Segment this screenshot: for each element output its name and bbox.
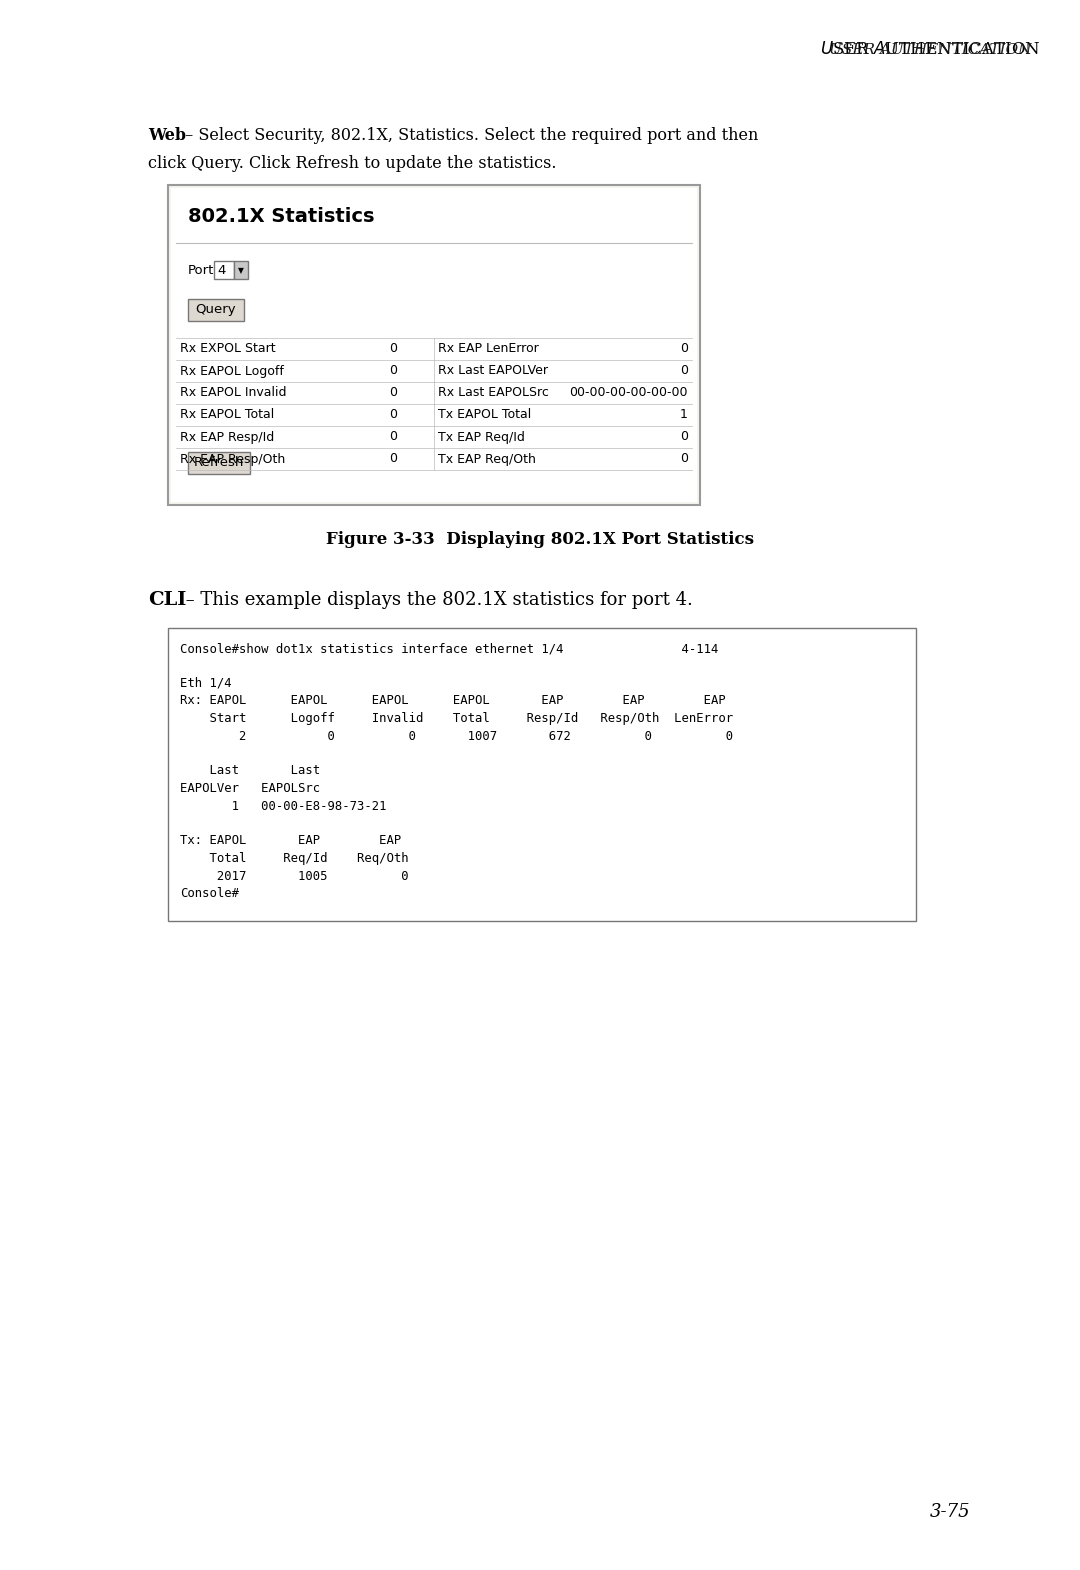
Text: Rx EAP Resp/Id: Rx EAP Resp/Id	[180, 430, 274, 443]
Bar	[171, 188, 697, 502]
Text: Tx EAPOL Total: Tx EAPOL Total	[438, 408, 531, 421]
Text: Eth 1/4: Eth 1/4	[180, 677, 231, 689]
Text: Rx EAP LenError: Rx EAP LenError	[438, 342, 539, 355]
Text: Rx EAPOL Logoff: Rx EAPOL Logoff	[180, 364, 284, 377]
Text: 2           0          0       1007       672          0          0: 2 0 0 1007 672 0 0	[180, 730, 733, 743]
Text: ▼: ▼	[238, 267, 244, 275]
Text: Rx EAPOL Total: Rx EAPOL Total	[180, 408, 274, 421]
Text: Last       Last: Last Last	[180, 765, 320, 777]
Bar	[214, 261, 234, 279]
Text: – Select Security, 802.1X, Statistics. Select the required port and then: – Select Security, 802.1X, Statistics. S…	[180, 127, 758, 144]
Text: 1   00-00-E8-98-73-21: 1 00-00-E8-98-73-21	[180, 799, 387, 813]
Text: Rx Last EAPOLSrc: Rx Last EAPOLSrc	[438, 386, 549, 399]
Text: 00-00-00-00-00-00: 00-00-00-00-00-00	[569, 386, 688, 399]
Text: 0: 0	[680, 452, 688, 465]
Text: 0: 0	[389, 430, 397, 443]
Text: 0: 0	[680, 364, 688, 377]
Text: 0: 0	[389, 452, 397, 465]
Text: 0: 0	[389, 408, 397, 421]
Text: Console#: Console#	[180, 887, 239, 900]
Text: 0: 0	[389, 386, 397, 399]
Text: Tx EAP Req/Oth: Tx EAP Req/Oth	[438, 452, 536, 465]
Text: Rx EAPOL Invalid: Rx EAPOL Invalid	[180, 386, 286, 399]
Text: 0: 0	[389, 364, 397, 377]
Text: 0: 0	[680, 430, 688, 443]
Bar	[188, 452, 249, 474]
Bar	[168, 185, 700, 506]
Text: 802.1X Statistics: 802.1X Statistics	[188, 207, 375, 226]
Text: EAPOLVer   EAPOLSrc: EAPOLVer EAPOLSrc	[180, 782, 320, 794]
Text: 1: 1	[680, 408, 688, 421]
Text: Tx EAP Req/Id: Tx EAP Req/Id	[438, 430, 525, 443]
Text: Refresh: Refresh	[193, 457, 244, 469]
Text: 4: 4	[217, 264, 226, 276]
Text: USER AUTHENTICATION: USER AUTHENTICATION	[828, 42, 1031, 57]
Text: Figure 3-33  Displaying 802.1X Port Statistics: Figure 3-33 Displaying 802.1X Port Stati…	[326, 532, 754, 548]
Text: Query: Query	[195, 303, 237, 317]
Text: Port: Port	[188, 264, 214, 276]
Text: $\mathit{U}$SER $\mathit{A}$UTHENTICATION: $\mathit{U}$SER $\mathit{A}$UTHENTICATIO…	[820, 41, 1040, 58]
Text: 0: 0	[680, 342, 688, 355]
Text: Web: Web	[148, 127, 186, 144]
Text: Rx EAP Resp/Oth: Rx EAP Resp/Oth	[180, 452, 285, 465]
Bar	[168, 628, 916, 920]
Text: 0: 0	[389, 342, 397, 355]
Text: Rx: EAPOL      EAPOL      EAPOL      EAPOL       EAP        EAP        EAP: Rx: EAPOL EAPOL EAPOL EAPOL EAP EAP EAP	[180, 694, 726, 708]
Text: Start      Logoff     Invalid    Total     Resp/Id   Resp/Oth  LenError: Start Logoff Invalid Total Resp/Id Resp/…	[180, 713, 733, 725]
Text: Rx Last EAPOLVer: Rx Last EAPOLVer	[438, 364, 548, 377]
Bar	[234, 261, 248, 279]
Text: Rx EXPOL Start: Rx EXPOL Start	[180, 342, 275, 355]
Text: Tx: EAPOL       EAP        EAP: Tx: EAPOL EAP EAP	[180, 835, 402, 848]
Text: click Query. Click Refresh to update the statistics.: click Query. Click Refresh to update the…	[148, 155, 556, 173]
Text: – This example displays the 802.1X statistics for port 4.: – This example displays the 802.1X stati…	[180, 590, 693, 609]
Bar	[188, 298, 244, 320]
Text: CLI: CLI	[148, 590, 187, 609]
Text: Console#show dot1x statistics interface ethernet 1/4                4-114: Console#show dot1x statistics interface …	[180, 642, 718, 655]
Text: Total     Req/Id    Req/Oth: Total Req/Id Req/Oth	[180, 853, 408, 865]
Text: 2017       1005          0: 2017 1005 0	[180, 870, 408, 882]
Text: 3-75: 3-75	[930, 1502, 970, 1521]
